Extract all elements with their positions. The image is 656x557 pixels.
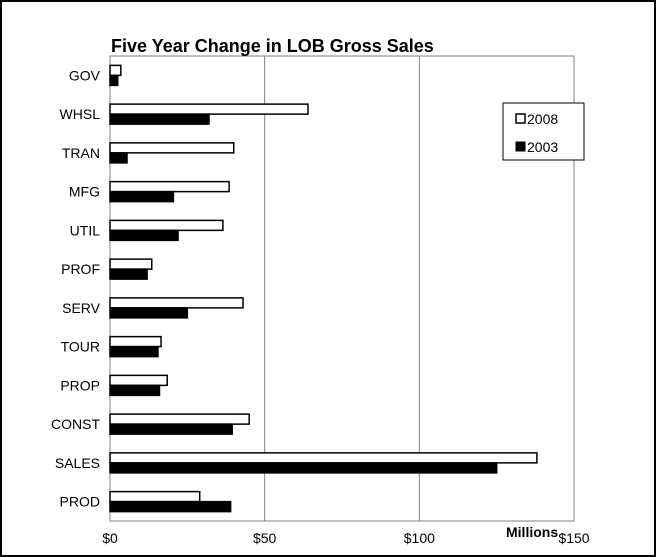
category-label-whsl: WHSL xyxy=(60,106,101,122)
bar-2008-tran xyxy=(109,142,235,154)
x-tick-label-0: $0 xyxy=(102,530,118,546)
bar-2003-prop xyxy=(109,384,161,397)
x-tick-label-2: $100 xyxy=(404,530,435,546)
bar-2003-sales xyxy=(109,462,498,474)
legend-swatch-2008 xyxy=(515,113,526,124)
bar-2003-prod xyxy=(109,500,232,513)
bar-2008-gov xyxy=(109,64,122,77)
category-label-util: UTIL xyxy=(70,222,101,238)
category-label-sales: SALES xyxy=(55,455,100,471)
bar-2003-const xyxy=(109,423,233,435)
bar-2003-tour xyxy=(109,345,159,358)
bar-2003-tran xyxy=(109,152,128,164)
category-label-prof: PROF xyxy=(61,261,100,277)
bar-2008-prof xyxy=(109,258,153,270)
x-tick-label-3: $150 xyxy=(558,530,589,546)
legend-label-2008: 2008 xyxy=(527,111,558,127)
bar-2008-prod xyxy=(109,490,201,503)
bar-2003-util xyxy=(109,229,179,242)
category-label-prod: PROD xyxy=(60,494,100,510)
bar-2003-prof xyxy=(109,268,148,280)
bar-2008-serv xyxy=(109,297,244,309)
x-tick-label-1: $50 xyxy=(253,530,277,546)
category-label-tran: TRAN xyxy=(62,145,100,161)
bar-2003-serv xyxy=(109,307,189,319)
legend: 2008 2003 xyxy=(502,102,585,161)
bar-2003-whsl xyxy=(109,113,210,125)
category-labels: GOV WHSL TRAN MFG UTIL PROF SERV TOUR PROP CONST S… xyxy=(51,67,101,509)
x-tick-labels: $0 $50 $100 $150 xyxy=(102,530,590,546)
x-axis-label: Millions xyxy=(506,524,558,540)
bar-2008-util xyxy=(109,219,224,232)
category-label-gov: GOV xyxy=(69,67,101,83)
chart-title: Five Year Change in LOB Gross Sales xyxy=(111,36,434,56)
gridlines xyxy=(264,56,420,521)
bar-2008-const xyxy=(109,413,250,425)
bar-2003-gov xyxy=(109,74,119,87)
bar-2008-whsl xyxy=(109,103,309,115)
plot-area xyxy=(109,55,575,522)
category-label-const: CONST xyxy=(51,416,100,432)
category-label-prop: PROP xyxy=(60,377,100,393)
bar-2008-mfg xyxy=(109,180,230,193)
bar-2008-prop xyxy=(109,374,168,387)
category-label-mfg: MFG xyxy=(69,184,100,200)
bar-2008-tour xyxy=(109,335,162,348)
bar-2008-sales xyxy=(109,452,538,464)
legend-swatch-2003 xyxy=(515,141,526,152)
category-label-tour: TOUR xyxy=(61,339,100,355)
category-label-serv: SERV xyxy=(62,300,101,316)
legend-label-2003: 2003 xyxy=(527,139,558,155)
bar-2003-mfg xyxy=(109,190,175,203)
bars-group xyxy=(109,64,538,513)
